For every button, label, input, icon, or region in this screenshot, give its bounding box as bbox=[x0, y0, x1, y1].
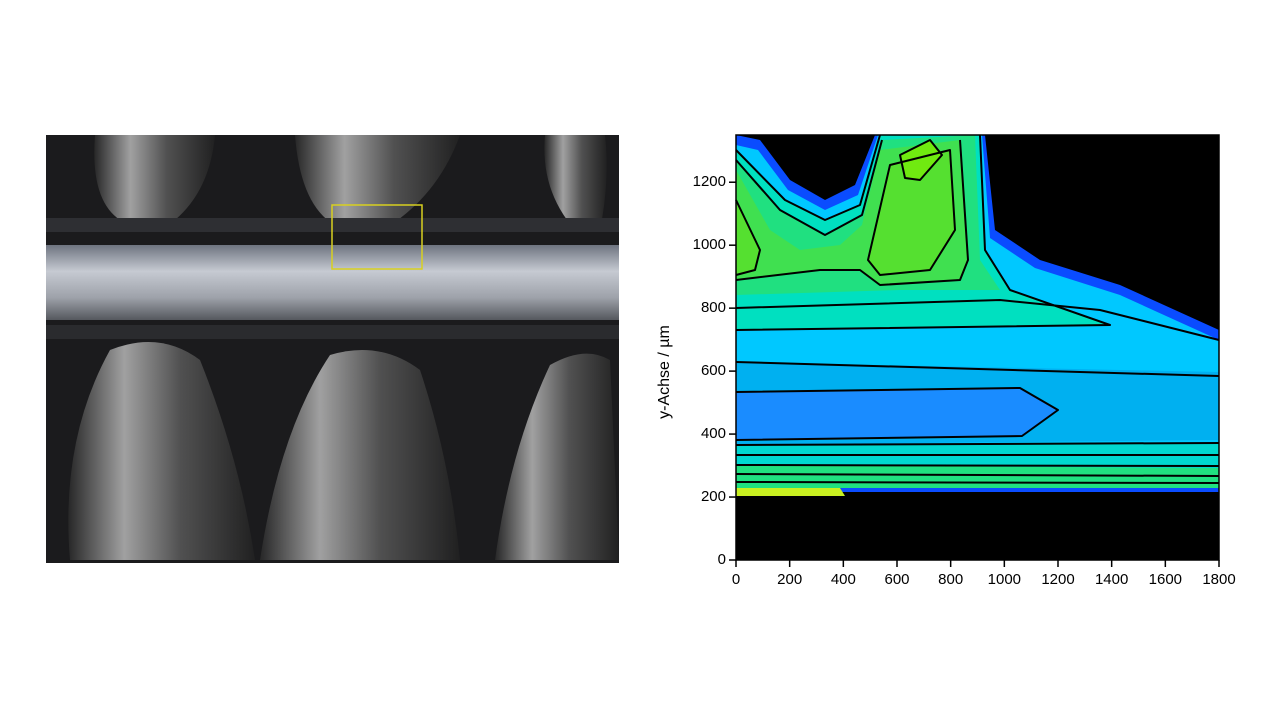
highlight-box bbox=[331, 204, 423, 270]
photo bbox=[46, 135, 619, 563]
x-tick-label: 1200 bbox=[1041, 571, 1074, 588]
y-tick-label: 600 bbox=[701, 362, 726, 379]
x-tick-label: 1000 bbox=[988, 571, 1021, 588]
y-tick-label: 1000 bbox=[693, 236, 726, 253]
x-tick-label: 1400 bbox=[1095, 571, 1128, 588]
x-tick-label: 800 bbox=[938, 571, 963, 588]
y-tick-label: 800 bbox=[701, 299, 726, 316]
y-tick-label: 400 bbox=[701, 425, 726, 442]
plot-frame bbox=[735, 134, 1220, 561]
x-tick-label: 1800 bbox=[1202, 571, 1235, 588]
x-tick-label: 200 bbox=[777, 571, 802, 588]
contour-band bbox=[736, 488, 845, 496]
y-tick-label: 0 bbox=[718, 551, 726, 568]
contour-band bbox=[736, 388, 1058, 440]
contour-plot: y-Achse / µm bbox=[656, 134, 1220, 561]
x-tick-label: 400 bbox=[831, 571, 856, 588]
contour-lines bbox=[735, 134, 1220, 484]
photo-rail bbox=[46, 325, 619, 339]
photo-leaves bbox=[68, 135, 619, 560]
y-axis-label: y-Achse / µm bbox=[656, 325, 673, 419]
x-tick-label: 0 bbox=[732, 571, 740, 588]
contour-band bbox=[736, 150, 955, 275]
x-tick-label: 1600 bbox=[1149, 571, 1182, 588]
x-tick-label: 600 bbox=[884, 571, 909, 588]
y-tick-label: 1200 bbox=[693, 173, 726, 190]
y-tick-label: 200 bbox=[701, 488, 726, 505]
